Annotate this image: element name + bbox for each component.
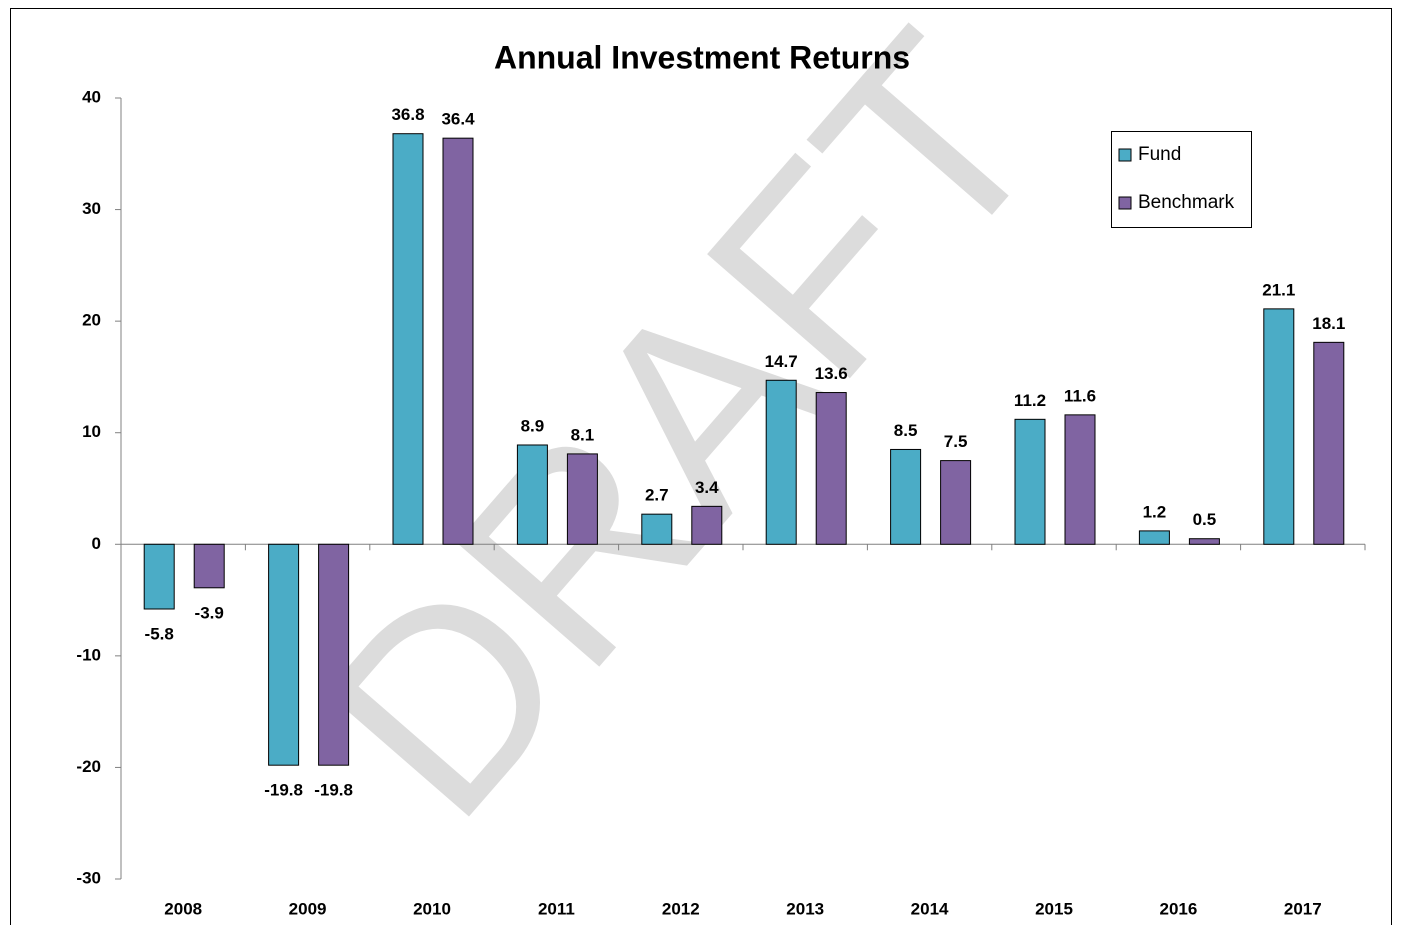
bar bbox=[1188, 538, 1220, 545]
bar bbox=[268, 543, 300, 766]
data-label: 0.5 bbox=[1193, 510, 1217, 529]
bar bbox=[392, 133, 424, 545]
y-tick-label: 20 bbox=[82, 311, 101, 330]
data-label: 36.4 bbox=[441, 110, 475, 129]
data-label: 18.1 bbox=[1312, 314, 1345, 333]
data-label: 36.8 bbox=[391, 105, 424, 124]
data-label: 8.5 bbox=[894, 421, 918, 440]
y-tick-label: 0 bbox=[92, 534, 101, 553]
x-tick-label: 2008 bbox=[164, 899, 202, 918]
bar bbox=[1263, 308, 1295, 545]
bar bbox=[890, 448, 922, 545]
data-label: 8.1 bbox=[571, 425, 595, 444]
bar bbox=[940, 460, 972, 545]
data-label: -19.8 bbox=[264, 781, 303, 800]
data-label: 14.7 bbox=[765, 352, 798, 371]
bar bbox=[566, 453, 598, 545]
legend-box bbox=[1111, 131, 1252, 228]
y-tick-label: 40 bbox=[82, 87, 101, 106]
data-label: 3.4 bbox=[695, 478, 719, 497]
legend-label: Fund bbox=[1138, 144, 1181, 165]
legend-swatch bbox=[1118, 148, 1132, 162]
data-label: -3.9 bbox=[195, 603, 224, 622]
legend-label: Benchmark bbox=[1138, 192, 1235, 213]
x-tick-label: 2014 bbox=[911, 899, 949, 918]
x-tick-label: 2015 bbox=[1035, 899, 1073, 918]
data-label: -5.8 bbox=[145, 624, 174, 643]
bar bbox=[193, 543, 225, 589]
x-tick-label: 2017 bbox=[1284, 899, 1322, 918]
x-tick-label: 2009 bbox=[289, 899, 327, 918]
data-label: 21.1 bbox=[1262, 280, 1295, 299]
bar bbox=[765, 379, 797, 545]
bar bbox=[815, 392, 847, 545]
bar bbox=[641, 513, 673, 545]
y-tick-label: -20 bbox=[76, 757, 101, 776]
data-label: 8.9 bbox=[521, 416, 545, 435]
bar bbox=[442, 137, 474, 545]
x-tick-label: 2012 bbox=[662, 899, 700, 918]
data-label: 13.6 bbox=[815, 364, 848, 383]
bar bbox=[1138, 530, 1170, 545]
x-tick-label: 2011 bbox=[538, 899, 575, 918]
bar bbox=[1064, 414, 1096, 545]
data-label: 2.7 bbox=[645, 486, 669, 505]
x-tick-label: 2016 bbox=[1159, 899, 1197, 918]
data-label: 1.2 bbox=[1143, 502, 1167, 521]
bar bbox=[691, 505, 723, 545]
data-label: 11.2 bbox=[1014, 391, 1046, 410]
bar bbox=[1014, 418, 1046, 545]
x-tick-label: 2010 bbox=[413, 899, 451, 918]
bar bbox=[318, 543, 350, 766]
y-tick-label: -10 bbox=[76, 645, 101, 664]
y-tick-label: 30 bbox=[82, 199, 101, 218]
bar bbox=[1313, 341, 1345, 545]
bar bbox=[143, 543, 175, 610]
y-tick-label: -30 bbox=[76, 868, 101, 887]
chart-title: Annual Investment Returns bbox=[494, 39, 910, 75]
data-label: 7.5 bbox=[944, 432, 968, 451]
bar bbox=[516, 444, 548, 545]
data-label: -19.8 bbox=[314, 781, 353, 800]
legend-swatch bbox=[1118, 196, 1132, 210]
y-tick-label: 10 bbox=[82, 422, 101, 441]
data-label: 11.6 bbox=[1064, 386, 1096, 405]
x-tick-label: 2013 bbox=[786, 899, 824, 918]
